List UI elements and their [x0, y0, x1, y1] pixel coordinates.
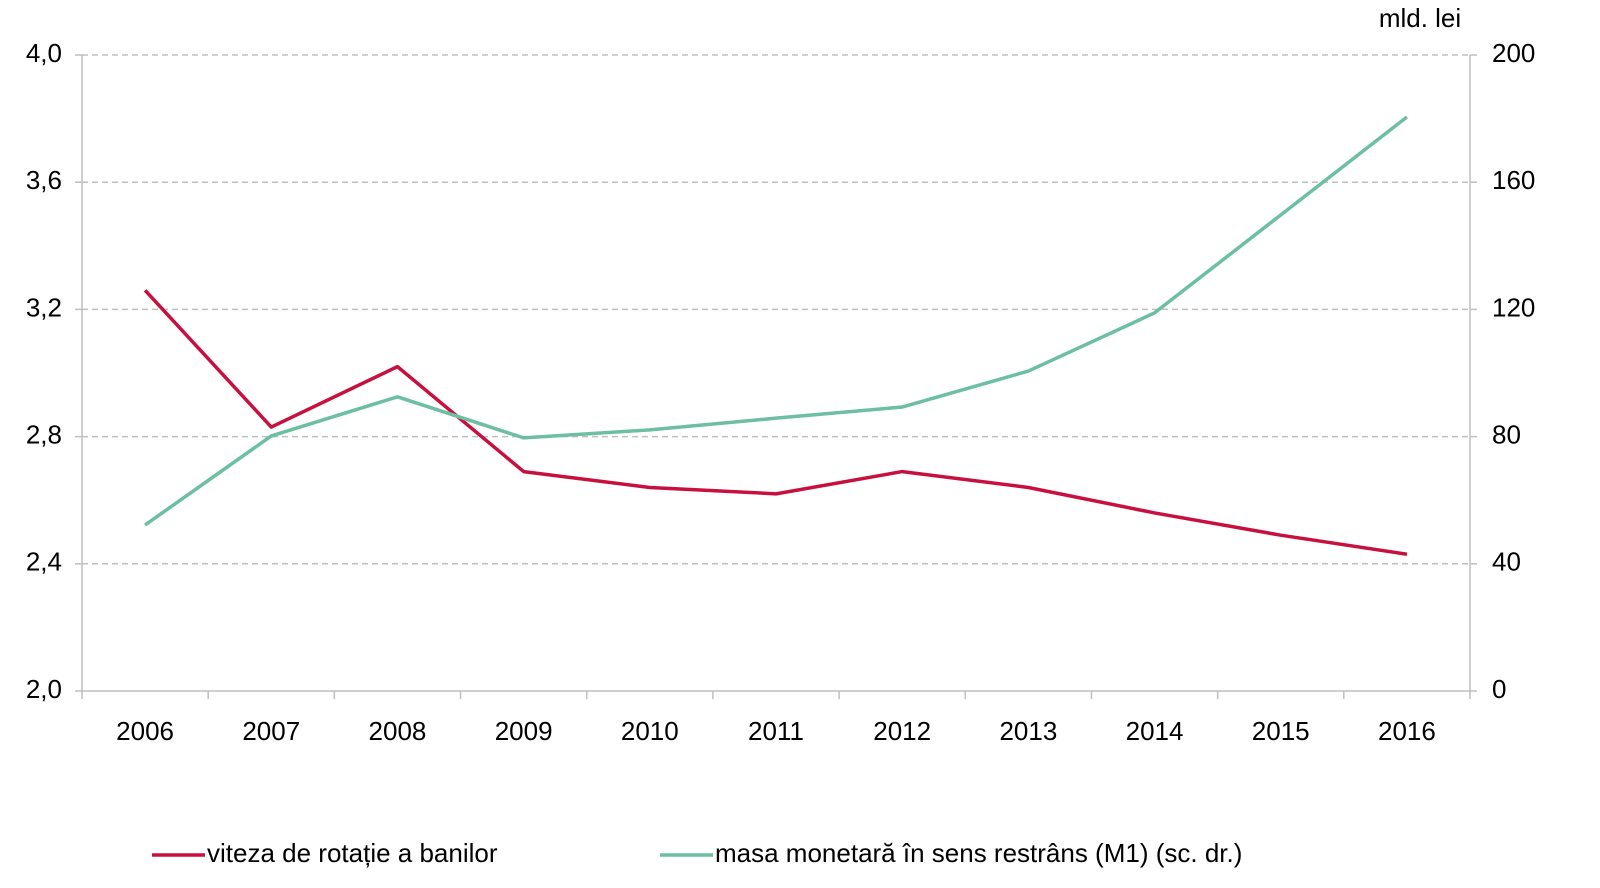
y-tick-label: 2,8 [26, 419, 62, 449]
x-tick-label: 2016 [1378, 716, 1436, 746]
y2-tick-label: 160 [1492, 165, 1535, 195]
y-tick-label: 4,0 [26, 38, 62, 68]
x-tick-label: 2008 [369, 716, 427, 746]
y2-tick-label: 80 [1492, 419, 1521, 449]
x-tick-label: 2013 [999, 716, 1057, 746]
x-tick-label: 2006 [116, 716, 174, 746]
x-tick-label: 2011 [748, 716, 804, 746]
x-tick-label: 2015 [1252, 716, 1310, 746]
y-tick-label: 2,0 [26, 674, 62, 704]
x-tick-label: 2009 [495, 716, 553, 746]
y2-tick-label: 120 [1492, 292, 1535, 322]
legend-label: viteza de rotație a banilor [207, 838, 498, 868]
series-line [143, 289, 1408, 556]
y2-axis-label: mld. lei [1379, 3, 1461, 33]
x-tick-label: 2010 [621, 716, 679, 746]
x-tick-label: 2007 [242, 716, 300, 746]
y2-tick-label: 0 [1492, 674, 1506, 704]
x-tick-label: 2012 [873, 716, 931, 746]
series-line [144, 115, 1408, 527]
x-tick-label: 2014 [1126, 716, 1184, 746]
y-tick-label: 2,4 [26, 547, 62, 577]
y2-tick-label: 200 [1492, 38, 1535, 68]
legend-label: masa monetară în sens restrâns (M1) (sc.… [715, 838, 1242, 868]
y-tick-label: 3,6 [26, 165, 62, 195]
y-tick-label: 3,2 [26, 292, 62, 322]
y2-tick-label: 40 [1492, 547, 1521, 577]
